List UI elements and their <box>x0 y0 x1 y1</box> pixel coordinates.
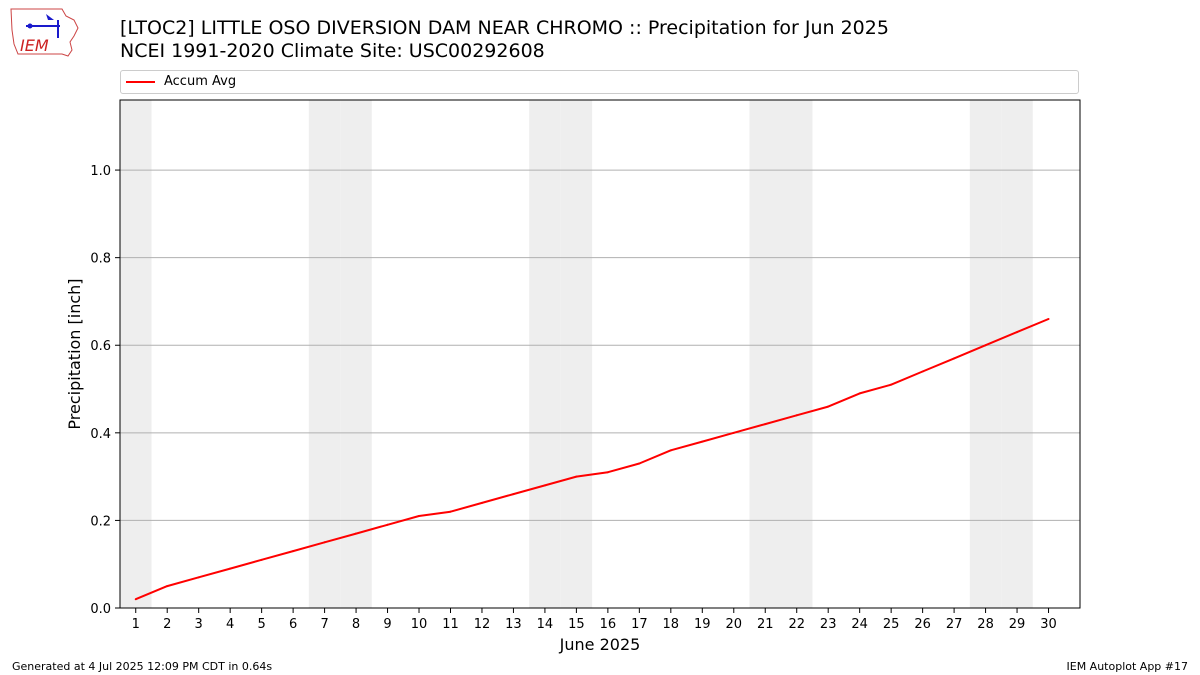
data-point-day-2 <box>166 585 169 588</box>
data-point-day-28 <box>984 344 987 347</box>
data-point-day-17 <box>638 462 641 465</box>
x-tick-label-14: 14 <box>537 617 554 632</box>
x-axis-label: June 2025 <box>559 635 641 654</box>
data-point-day-5 <box>260 558 263 561</box>
data-point-day-1 <box>134 598 137 601</box>
x-tick-label-15: 15 <box>568 617 585 632</box>
data-point-day-4 <box>229 567 232 570</box>
weekend-band-14 <box>529 100 561 608</box>
data-point-day-30 <box>1047 317 1050 320</box>
data-point-day-16 <box>606 471 609 474</box>
chart-subtitle: NCEI 1991-2020 Climate Site: USC00292608 <box>120 40 545 62</box>
x-tick-label-1: 1 <box>132 617 140 632</box>
data-point-day-23 <box>827 405 830 408</box>
x-tick-label-23: 23 <box>820 617 837 632</box>
data-point-day-20 <box>732 431 735 434</box>
series-line-accum-avg <box>135 318 1049 601</box>
x-tick-label-6: 6 <box>289 617 297 632</box>
data-point-day-6 <box>292 550 295 553</box>
data-point-day-27 <box>953 357 956 360</box>
chart-title: [LTOC2] LITTLE OSO DIVERSION DAM NEAR CH… <box>120 17 889 39</box>
data-point-day-10 <box>418 515 421 518</box>
x-tick-label-2: 2 <box>163 617 171 632</box>
x-tick-label-16: 16 <box>600 617 617 632</box>
legend: Accum Avg <box>120 70 1079 94</box>
weekend-band-22 <box>780 100 813 608</box>
x-tick-label-30: 30 <box>1040 617 1057 632</box>
plot-frame <box>119 99 1081 609</box>
x-tick-label-28: 28 <box>977 617 994 632</box>
data-point-day-11 <box>449 510 452 513</box>
data-point-day-18 <box>669 449 672 452</box>
iem-logo: IEM <box>10 8 79 57</box>
x-tick-label-5: 5 <box>257 617 265 632</box>
data-point-day-29 <box>1016 331 1019 334</box>
app-credit: IEM Autoplot App #17 <box>1066 660 1189 673</box>
x-tick-label-4: 4 <box>226 617 234 632</box>
data-point-day-15 <box>575 475 578 478</box>
x-tick-label-17: 17 <box>631 617 648 632</box>
data-point-day-25 <box>890 383 893 386</box>
y-tick-label-0.8: 0.8 <box>90 252 111 267</box>
x-tick-label-27: 27 <box>946 617 963 632</box>
data-point-day-19 <box>701 440 704 443</box>
y-tick-label-0.0: 0.0 <box>90 602 111 617</box>
data-point-day-26 <box>921 370 924 373</box>
data-point-day-14 <box>543 484 546 487</box>
legend-label-accum-avg: Accum Avg <box>164 74 237 89</box>
weekend-band-7 <box>308 100 341 608</box>
x-tick-label-21: 21 <box>757 617 774 632</box>
weekend-band-15 <box>560 100 593 608</box>
x-tick-label-3: 3 <box>195 617 203 632</box>
y-tick-label-0.4: 0.4 <box>90 427 111 442</box>
iowa-state-outline-icon <box>10 8 79 57</box>
x-tick-label-9: 9 <box>383 617 391 632</box>
y-tick-label-1.0: 1.0 <box>90 164 111 179</box>
weekend-band-28 <box>969 100 1002 608</box>
data-point-day-21 <box>764 423 767 426</box>
x-tick-label-25: 25 <box>883 617 900 632</box>
y-tick-label-0.2: 0.2 <box>90 514 111 529</box>
x-tick-label-8: 8 <box>352 617 360 632</box>
data-point-day-3 <box>197 576 200 579</box>
x-tick-label-13: 13 <box>505 617 522 632</box>
data-point-day-8 <box>355 532 358 535</box>
x-tick-label-20: 20 <box>725 617 742 632</box>
x-tick-label-19: 19 <box>694 617 711 632</box>
x-tick-label-29: 29 <box>1009 617 1026 632</box>
x-tick-label-11: 11 <box>442 617 459 632</box>
x-tick-label-26: 26 <box>914 617 931 632</box>
weekend-band-8 <box>340 100 372 608</box>
weekend-band-29 <box>1001 100 1033 608</box>
data-point-day-24 <box>858 392 861 395</box>
x-tick-label-12: 12 <box>474 617 491 632</box>
generated-timestamp: Generated at 4 Jul 2025 12:09 PM CDT in … <box>12 660 273 673</box>
data-point-day-7 <box>323 541 326 544</box>
data-point-day-12 <box>480 501 483 504</box>
x-tick-label-18: 18 <box>663 617 680 632</box>
weekend-band-21 <box>749 100 781 608</box>
x-tick-label-7: 7 <box>320 617 328 632</box>
x-tick-label-22: 22 <box>788 617 805 632</box>
data-point-day-22 <box>795 414 798 417</box>
legend-swatch-accum-avg <box>126 81 155 83</box>
y-axis-label: Precipitation [inch] <box>65 278 84 429</box>
x-tick-label-24: 24 <box>851 617 868 632</box>
x-tick-label-10: 10 <box>411 617 428 632</box>
iem-logo-text: IEM <box>20 36 49 55</box>
y-tick-label-0.6: 0.6 <box>90 339 111 354</box>
data-point-day-13 <box>512 493 515 496</box>
data-point-day-9 <box>386 523 389 526</box>
weekend-band-1 <box>120 100 152 608</box>
